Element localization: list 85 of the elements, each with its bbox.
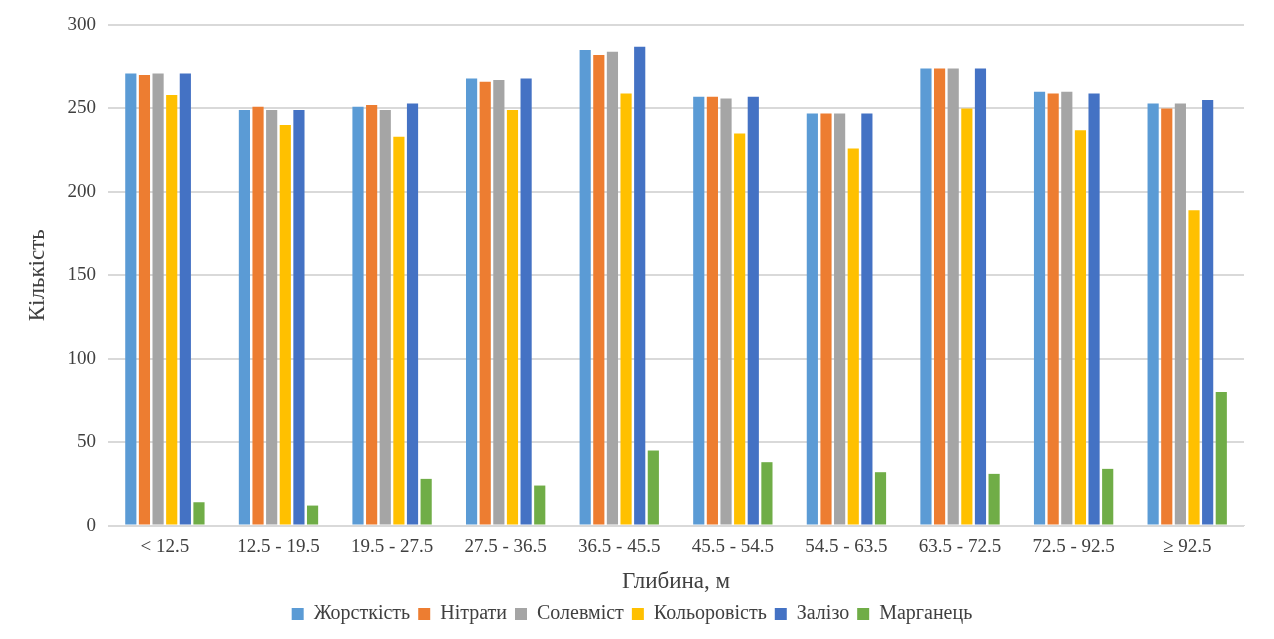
x-tick-label: 72.5 - 92.5 bbox=[1032, 534, 1115, 556]
bar bbox=[306, 505, 319, 525]
bar bbox=[1088, 93, 1100, 525]
bar bbox=[125, 73, 137, 525]
bar bbox=[874, 472, 887, 525]
x-tick-label: 45.5 - 54.5 bbox=[691, 534, 775, 556]
bar bbox=[974, 68, 987, 525]
x-tick-label: 36.5 - 45.5 bbox=[578, 534, 661, 556]
bar bbox=[179, 73, 191, 525]
bar bbox=[193, 502, 205, 525]
x-tick-label: ≥ 92.5 bbox=[1162, 534, 1212, 556]
bar bbox=[1061, 91, 1073, 525]
bar bbox=[379, 110, 391, 525]
bar bbox=[620, 93, 632, 525]
bar bbox=[961, 108, 973, 525]
bar bbox=[747, 96, 759, 525]
bar bbox=[579, 50, 591, 525]
x-tick-label: 54.5 - 63.5 bbox=[805, 534, 888, 556]
bar bbox=[279, 125, 291, 525]
bar bbox=[706, 96, 718, 525]
bar bbox=[1033, 91, 1046, 525]
bar bbox=[861, 113, 873, 525]
bar bbox=[1161, 108, 1173, 525]
bar bbox=[1202, 100, 1214, 525]
bar bbox=[634, 46, 646, 525]
bar bbox=[847, 148, 859, 525]
bar bbox=[293, 110, 305, 525]
legend-label: Жорсткість bbox=[313, 601, 411, 625]
y-axis-title: Кількість bbox=[23, 229, 49, 322]
bar bbox=[406, 103, 419, 525]
bar bbox=[352, 106, 364, 525]
y-tick-label: 200 bbox=[67, 179, 97, 201]
y-tick-label: 100 bbox=[67, 346, 97, 368]
bar bbox=[520, 78, 532, 525]
bar bbox=[266, 110, 278, 525]
bar bbox=[834, 113, 846, 525]
bar bbox=[138, 75, 151, 525]
legend-label: Нітрати bbox=[440, 601, 508, 625]
bar bbox=[606, 51, 619, 525]
bar bbox=[420, 478, 432, 525]
bar bbox=[734, 133, 746, 525]
x-axis-title: Глибина, м bbox=[622, 568, 731, 594]
bar bbox=[1074, 130, 1087, 525]
y-tick-label: 150 bbox=[67, 263, 97, 285]
x-tick-label: < 12.5 bbox=[140, 534, 190, 556]
bar bbox=[720, 98, 732, 525]
legend-label: Солевміст bbox=[537, 601, 625, 624]
bar bbox=[393, 136, 405, 525]
bar bbox=[252, 106, 264, 525]
y-tick-label: 0 bbox=[86, 513, 97, 535]
bar bbox=[1047, 93, 1059, 525]
bar bbox=[1174, 103, 1186, 525]
bar bbox=[506, 110, 519, 525]
bar bbox=[1188, 210, 1200, 525]
x-tick-label: 27.5 - 36.5 bbox=[464, 534, 547, 556]
bar bbox=[593, 55, 605, 525]
bar bbox=[466, 78, 478, 525]
y-tick-label: 250 bbox=[67, 96, 97, 118]
bar bbox=[820, 113, 832, 525]
bar bbox=[947, 68, 959, 525]
bar bbox=[988, 473, 1000, 525]
bar bbox=[238, 110, 250, 525]
legend-label: Кольоровість bbox=[653, 601, 767, 625]
bar bbox=[166, 95, 178, 525]
y-tick-label: 300 bbox=[67, 12, 97, 34]
bar bbox=[493, 80, 505, 525]
bar bbox=[761, 462, 773, 525]
bar bbox=[1215, 392, 1227, 525]
x-tick-label: 12.5 - 19.5 bbox=[237, 534, 320, 556]
legend-label: Залізо bbox=[796, 601, 850, 624]
x-tick-label: 19.5 - 27.5 bbox=[350, 534, 434, 556]
bar bbox=[933, 68, 946, 525]
bar bbox=[534, 485, 546, 525]
bar bbox=[1147, 103, 1159, 525]
bar bbox=[152, 73, 164, 525]
bar bbox=[920, 68, 932, 525]
bar bbox=[479, 81, 491, 525]
bar bbox=[366, 105, 378, 525]
bar bbox=[647, 450, 659, 525]
x-tick-label: 63.5 - 72.5 bbox=[918, 534, 1002, 556]
bar bbox=[693, 96, 705, 525]
bar bbox=[1102, 468, 1114, 525]
bar bbox=[806, 113, 818, 525]
y-tick-label: 50 bbox=[77, 430, 97, 452]
legend-label: Марганець bbox=[879, 601, 973, 625]
